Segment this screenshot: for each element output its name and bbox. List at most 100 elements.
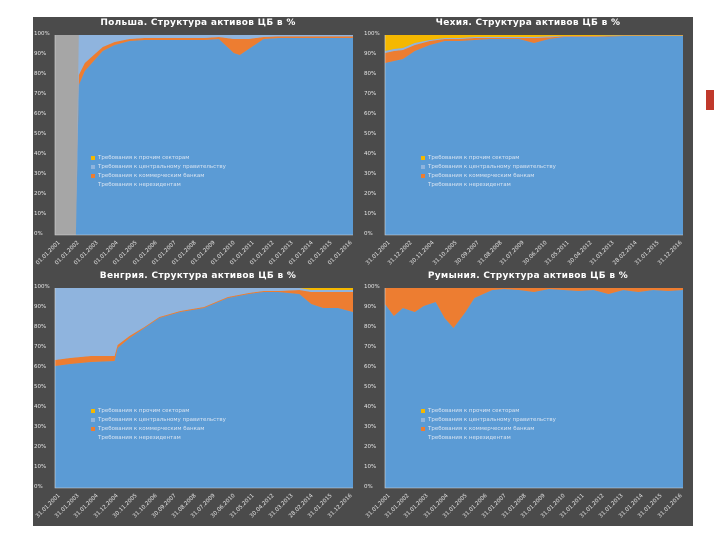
- legend-item-gov: Требования к центральному правительству: [91, 415, 226, 424]
- plot-svg: [54, 288, 353, 489]
- y-tick-label: 70%: [364, 344, 377, 350]
- legend-label: Требования к прочим секторам: [98, 154, 190, 161]
- y-tick-label: 40%: [34, 151, 47, 157]
- legend-label: Требования к нерезидентам: [428, 434, 511, 441]
- y-tick-label: 20%: [364, 444, 377, 450]
- legend-swatch: [91, 435, 95, 440]
- legend-item-nonres: Требования к нерезидентам: [421, 433, 556, 442]
- legend-label: Требования к прочим секторам: [428, 154, 520, 161]
- y-tick-label: 30%: [364, 424, 377, 430]
- legend-label: Требования к нерезидентам: [428, 181, 511, 188]
- y-tick-label: 70%: [34, 91, 47, 97]
- legend-item-gov: Требования к центральному правительству: [421, 162, 556, 171]
- y-tick-label: 40%: [364, 151, 377, 157]
- y-tick-label: 0%: [34, 231, 43, 237]
- chart-poland: Польша. Структура активов ЦБ в % 100% 90%…: [33, 17, 363, 273]
- y-tick-label: 10%: [364, 211, 377, 217]
- legend-item-nonres: Требования к нерезидентам: [91, 180, 226, 189]
- area-other-sectors: [385, 35, 683, 51]
- area-central-government: [55, 288, 353, 360]
- chart-czech: Чехия. Структура активов ЦБ в % 100% 90% 8…: [363, 17, 693, 273]
- chart-legend: Требования к прочим секторам Требования …: [91, 406, 226, 442]
- legend-item-banks: Требования к коммерческим банкам: [91, 424, 226, 433]
- legend-item-gov: Требования к центральному правительству: [91, 162, 226, 171]
- legend-label: Требования к коммерческим банкам: [98, 172, 205, 179]
- y-tick-label: 90%: [34, 304, 47, 310]
- plot-svg: [54, 35, 353, 236]
- y-tick-label: 20%: [364, 191, 377, 197]
- y-tick-label: 90%: [34, 51, 47, 57]
- legend-item-other: Требования к прочим секторам: [421, 153, 556, 162]
- chart-title: Румыния. Структура активов ЦБ в %: [427, 271, 629, 281]
- area-nonresidents: [385, 289, 683, 488]
- legend-swatch: [421, 426, 425, 431]
- y-tick-label: 60%: [364, 111, 377, 117]
- area-commercial-banks: [385, 35, 683, 63]
- legend-item-nonres: Требования к нерезидентам: [91, 433, 226, 442]
- plot-svg: [384, 35, 683, 236]
- legend-label: Требования к центральному правительству: [98, 163, 226, 170]
- legend-item-other: Требования к прочим секторам: [91, 406, 226, 415]
- legend-label: Требования к коммерческим банкам: [98, 425, 205, 432]
- axis-lines: [54, 35, 353, 236]
- y-tick-label: 0%: [364, 231, 373, 237]
- legend-swatch: [421, 417, 425, 422]
- legend-swatch: [91, 408, 95, 413]
- chart-romania: Румыния. Структура активов ЦБ в % 100% 90…: [363, 270, 693, 526]
- y-tick-label: 100%: [34, 284, 50, 290]
- legend-item-nonres: Требования к нерезидентам: [421, 180, 556, 189]
- y-tick-label: 10%: [364, 464, 377, 470]
- chart-legend: Требования к прочим секторам Требования …: [421, 406, 556, 442]
- y-tick-label: 30%: [364, 171, 377, 177]
- legend-label: Требования к прочим секторам: [428, 407, 520, 414]
- y-tick-label: 100%: [364, 284, 380, 290]
- legend-swatch: [91, 173, 95, 178]
- legend-swatch: [421, 173, 425, 178]
- area-commercial-banks: [55, 290, 353, 366]
- legend-item-other: Требования к прочим секторам: [91, 153, 226, 162]
- legend-item-banks: Требования к коммерческим банкам: [421, 171, 556, 180]
- legend-swatch: [91, 182, 95, 187]
- y-tick-label: 90%: [364, 304, 377, 310]
- legend-item-banks: Требования к коммерческим банкам: [421, 424, 556, 433]
- legend-label: Требования к коммерческим банкам: [428, 425, 535, 432]
- legend-item-gov: Требования к центральному правительству: [421, 415, 556, 424]
- y-tick-label: 60%: [34, 364, 47, 370]
- area-nonresidents: [55, 292, 353, 488]
- y-tick-label: 50%: [34, 384, 47, 390]
- y-tick-label: 80%: [364, 324, 377, 330]
- legend-swatch: [421, 164, 425, 169]
- y-tick-label: 70%: [34, 344, 47, 350]
- chart-title: Польша. Структура активов ЦБ в %: [100, 18, 296, 28]
- y-tick-label: 60%: [34, 111, 47, 117]
- y-tick-label: 20%: [34, 444, 47, 450]
- y-tick-label: 60%: [364, 364, 377, 370]
- y-tick-label: 50%: [364, 131, 377, 137]
- y-tick-label: 50%: [364, 384, 377, 390]
- legend-label: Требования к центральному правительству: [428, 163, 556, 170]
- chart-hungary: Венгрия. Структура активов ЦБ в % 100% 90…: [33, 270, 363, 526]
- y-tick-label: 100%: [34, 31, 50, 37]
- y-tick-label: 40%: [34, 404, 47, 410]
- axis-lines: [384, 288, 683, 489]
- legend-swatch: [91, 155, 95, 160]
- y-tick-label: 90%: [364, 51, 377, 57]
- area-other-sectors: [55, 288, 353, 290]
- area-nonresidents: [385, 36, 683, 235]
- chart-legend: Требования к прочим секторам Требования …: [421, 153, 556, 189]
- y-tick-label: 10%: [34, 464, 47, 470]
- y-tick-label: 20%: [34, 191, 47, 197]
- y-tick-label: 0%: [364, 484, 373, 490]
- legend-swatch: [91, 426, 95, 431]
- legend-label: Требования к нерезидентам: [98, 434, 181, 441]
- area-nonresidents: [55, 38, 353, 235]
- legend-item-other: Требования к прочим секторам: [421, 406, 556, 415]
- y-tick-label: 50%: [34, 131, 47, 137]
- y-tick-label: 70%: [364, 91, 377, 97]
- y-tick-label: 100%: [364, 31, 380, 37]
- accent-bar: [706, 90, 714, 110]
- chart-title: Венгрия. Структура активов ЦБ в %: [99, 271, 297, 281]
- legend-swatch: [421, 155, 425, 160]
- legend-label: Требования к прочим секторам: [98, 407, 190, 414]
- chart-legend: Требования к прочим секторам Требования …: [91, 153, 226, 189]
